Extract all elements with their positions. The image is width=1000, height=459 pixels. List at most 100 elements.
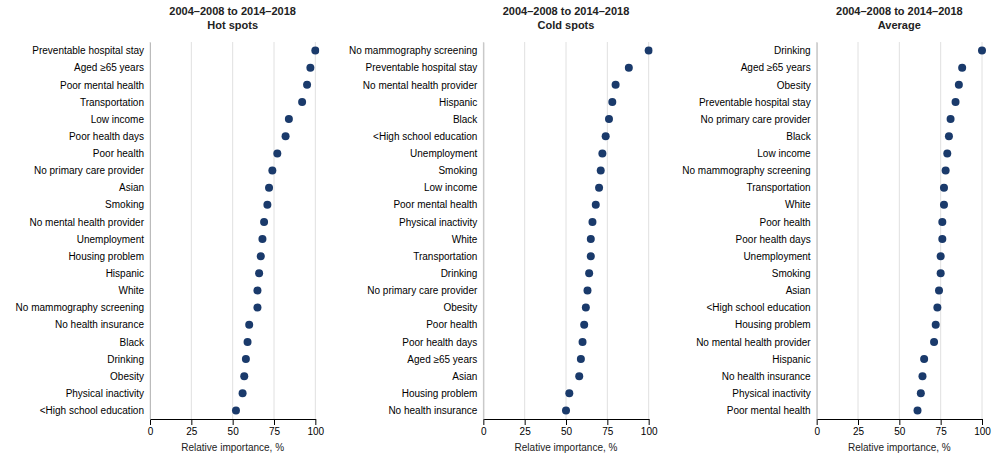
x-tick-mark xyxy=(483,419,484,425)
panel-title: 2004–2008 to 2014–2018Average xyxy=(836,5,963,31)
dot xyxy=(937,269,945,277)
dot xyxy=(592,201,600,209)
dot xyxy=(565,389,573,397)
dot xyxy=(263,201,271,209)
dot xyxy=(311,47,319,55)
x-axis: 0255075100 xyxy=(814,419,991,437)
y-tick-label: Physical inactivity xyxy=(399,217,477,228)
dot xyxy=(588,218,596,226)
y-tick: Hispanic xyxy=(106,268,150,279)
x-tick: 50 xyxy=(228,419,240,437)
x-tick-mark xyxy=(233,419,234,425)
dot xyxy=(562,406,570,414)
grid xyxy=(817,42,982,419)
dot xyxy=(303,81,311,89)
y-tick: Poor health days xyxy=(402,337,483,348)
x-tick-mark xyxy=(315,419,316,425)
grid-line xyxy=(315,42,316,419)
y-tick: Physical inactivity xyxy=(66,388,150,399)
y-tick-label: Housing problem xyxy=(735,319,811,330)
y-axis: Drinking Aged ≥65 years Obesity Preventable… xyxy=(682,43,817,420)
y-tick-label: No primary care provider xyxy=(34,165,145,176)
grid-line xyxy=(524,42,525,419)
dot xyxy=(239,389,247,397)
dot xyxy=(595,184,603,192)
x-axis: 0255075100 xyxy=(148,419,325,437)
y-tick-label: Preventable hospital stay xyxy=(699,97,811,108)
y-tick-label: Preventable hospital stay xyxy=(32,45,144,56)
x-tick: 0 xyxy=(814,419,820,437)
dot xyxy=(273,149,281,157)
y-tick-label: Drinking xyxy=(441,268,478,279)
y-tick-label: Transportation xyxy=(747,182,811,193)
y-tick: Drinking xyxy=(774,45,817,56)
dot xyxy=(240,372,248,380)
x-tick: 75 xyxy=(936,419,948,437)
y-tick-label: No mammography screening xyxy=(682,165,810,176)
y-tick: White xyxy=(785,199,817,210)
y-tick-label: Aged ≥65 years xyxy=(407,354,477,365)
y-tick: <High school education xyxy=(40,405,150,416)
y-tick: Drinking xyxy=(441,268,484,279)
dot xyxy=(232,406,240,414)
y-tick-label: No mental health provider xyxy=(363,80,478,91)
x-axis: 0255075100 xyxy=(481,419,658,437)
y-axis: No mammography screeningPreventable hosp… xyxy=(349,43,484,420)
dot xyxy=(943,149,951,157)
x-tick: 100 xyxy=(974,419,991,437)
grid-line xyxy=(648,42,649,419)
y-tick: Aged ≥65 years xyxy=(74,62,150,73)
y-tick: No mental health provider xyxy=(696,337,817,348)
dot xyxy=(935,286,943,294)
y-tick-label: Housing problem xyxy=(68,251,144,262)
dot xyxy=(608,98,616,106)
y-tick-label: Physical inactivity xyxy=(732,388,810,399)
dot xyxy=(298,98,306,106)
panel: 0255075100 Preventable hospital stay Aged … xyxy=(16,5,325,453)
y-tick-label: <High school education xyxy=(40,405,144,416)
marks xyxy=(232,47,319,415)
marks xyxy=(562,47,653,415)
y-tick: Obesity xyxy=(777,80,817,91)
y-tick-label: Black xyxy=(786,131,811,142)
x-tick-label: 100 xyxy=(641,426,658,437)
y-tick: Asian xyxy=(119,182,150,193)
grid-line xyxy=(607,42,608,419)
y-tick: Asian xyxy=(452,371,483,382)
y-tick-label: No mental health provider xyxy=(29,217,144,228)
y-tick-label: Obesity xyxy=(110,371,144,382)
y-tick-label: No primary care provider xyxy=(701,114,812,125)
dot xyxy=(933,304,941,312)
y-tick-label: Aged ≥65 years xyxy=(741,62,811,73)
dot xyxy=(932,321,940,329)
dot xyxy=(917,389,925,397)
y-tick: Poor health xyxy=(426,319,483,330)
y-tick: No health insurance xyxy=(722,371,817,382)
dot xyxy=(253,304,261,312)
dot xyxy=(253,286,261,294)
grid-line xyxy=(232,42,233,419)
dot xyxy=(245,321,253,329)
title-line: 2004–2008 to 2014–2018 xyxy=(503,5,630,17)
dot xyxy=(914,406,922,414)
y-tick: No primary care provider xyxy=(367,285,483,296)
y-tick: White xyxy=(118,285,150,296)
y-tick: Poor health xyxy=(760,217,817,228)
y-tick: No mammography screening xyxy=(349,45,483,56)
x-tick-label: 0 xyxy=(148,426,154,437)
x-tick-label: 100 xyxy=(974,426,991,437)
y-tick: Low income xyxy=(424,182,483,193)
title-line: Cold spots xyxy=(538,19,595,31)
dot xyxy=(268,167,276,175)
x-tick: 25 xyxy=(520,419,532,437)
y-tick: No mammography screening xyxy=(682,165,816,176)
y-tick-label: White xyxy=(785,199,811,210)
title-line: Hot spots xyxy=(207,19,258,31)
dot xyxy=(597,167,605,175)
y-tick: Drinking xyxy=(107,354,150,365)
y-tick-label: Poor health days xyxy=(736,234,811,245)
grid-line xyxy=(191,42,192,419)
x-tick-label: 75 xyxy=(602,426,614,437)
y-tick: Black xyxy=(120,337,150,348)
grid xyxy=(483,42,648,419)
